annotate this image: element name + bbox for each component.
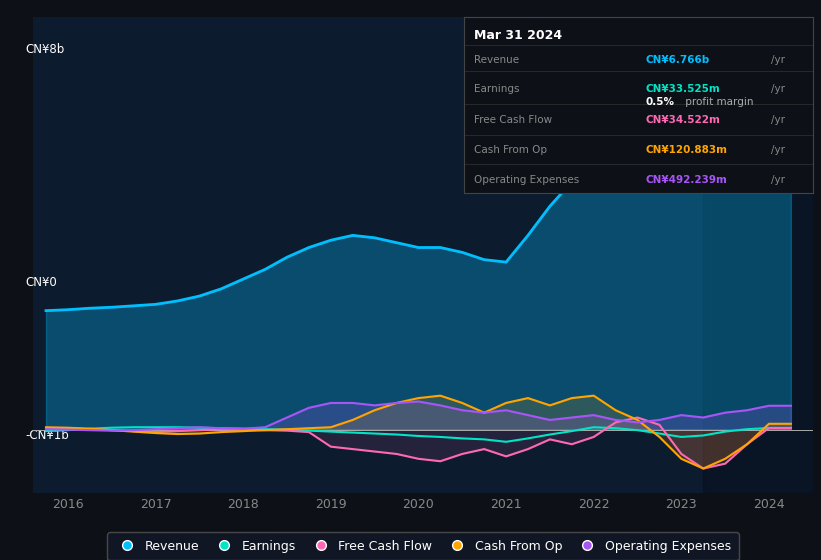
Text: CN¥0: CN¥0 <box>25 276 57 289</box>
Text: Mar 31 2024: Mar 31 2024 <box>475 29 562 42</box>
Text: Cash From Op: Cash From Op <box>475 145 548 155</box>
Text: Free Cash Flow: Free Cash Flow <box>475 115 553 125</box>
Text: CN¥34.522m: CN¥34.522m <box>645 115 720 125</box>
Text: 0.5%: 0.5% <box>645 97 674 108</box>
Text: Earnings: Earnings <box>475 84 520 94</box>
Text: -CN¥1b: -CN¥1b <box>25 428 69 441</box>
Text: profit margin: profit margin <box>682 97 754 108</box>
Text: /yr: /yr <box>771 175 785 185</box>
Bar <box>704 17 813 493</box>
Text: /yr: /yr <box>771 145 785 155</box>
Text: /yr: /yr <box>771 84 785 94</box>
Text: /yr: /yr <box>771 55 785 65</box>
Legend: Revenue, Earnings, Free Cash Flow, Cash From Op, Operating Expenses: Revenue, Earnings, Free Cash Flow, Cash … <box>107 533 739 560</box>
Text: Revenue: Revenue <box>475 55 520 65</box>
Text: CN¥492.239m: CN¥492.239m <box>645 175 727 185</box>
Text: /yr: /yr <box>771 115 785 125</box>
Text: Operating Expenses: Operating Expenses <box>475 175 580 185</box>
Text: CN¥33.525m: CN¥33.525m <box>645 84 720 94</box>
Text: CN¥8b: CN¥8b <box>25 43 64 56</box>
Text: CN¥120.883m: CN¥120.883m <box>645 145 727 155</box>
Text: CN¥6.766b: CN¥6.766b <box>645 55 709 65</box>
